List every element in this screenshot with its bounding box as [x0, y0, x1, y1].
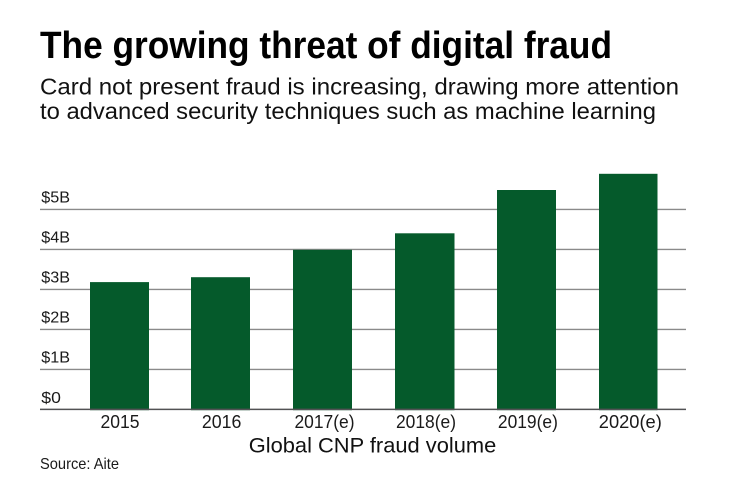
svg-text:$5B: $5B [41, 190, 70, 207]
svg-text:2015: 2015 [101, 412, 140, 432]
svg-text:2017(e): 2017(e) [295, 412, 355, 432]
svg-text:The growing threat of digital: The growing threat of digital fraud [40, 25, 612, 67]
svg-text:Source: Aite: Source: Aite [40, 456, 119, 473]
svg-text:$2B: $2B [41, 310, 70, 327]
svg-text:$4B: $4B [41, 230, 70, 247]
svg-text:2019(e): 2019(e) [498, 412, 558, 432]
svg-text:to advanced security technique: to advanced security techniques such as … [40, 98, 656, 124]
svg-text:2016: 2016 [202, 412, 242, 432]
svg-text:$0: $0 [41, 390, 61, 407]
svg-text:2018(e): 2018(e) [396, 412, 456, 432]
svg-text:$1B: $1B [41, 350, 70, 367]
svg-text:Global CNP fraud volume: Global CNP fraud volume [249, 433, 497, 458]
svg-text:$3B: $3B [41, 270, 70, 287]
svg-text:Card not present fraud is incr: Card not present fraud is increasing, dr… [40, 74, 679, 100]
svg-text:2020(e): 2020(e) [599, 412, 662, 432]
